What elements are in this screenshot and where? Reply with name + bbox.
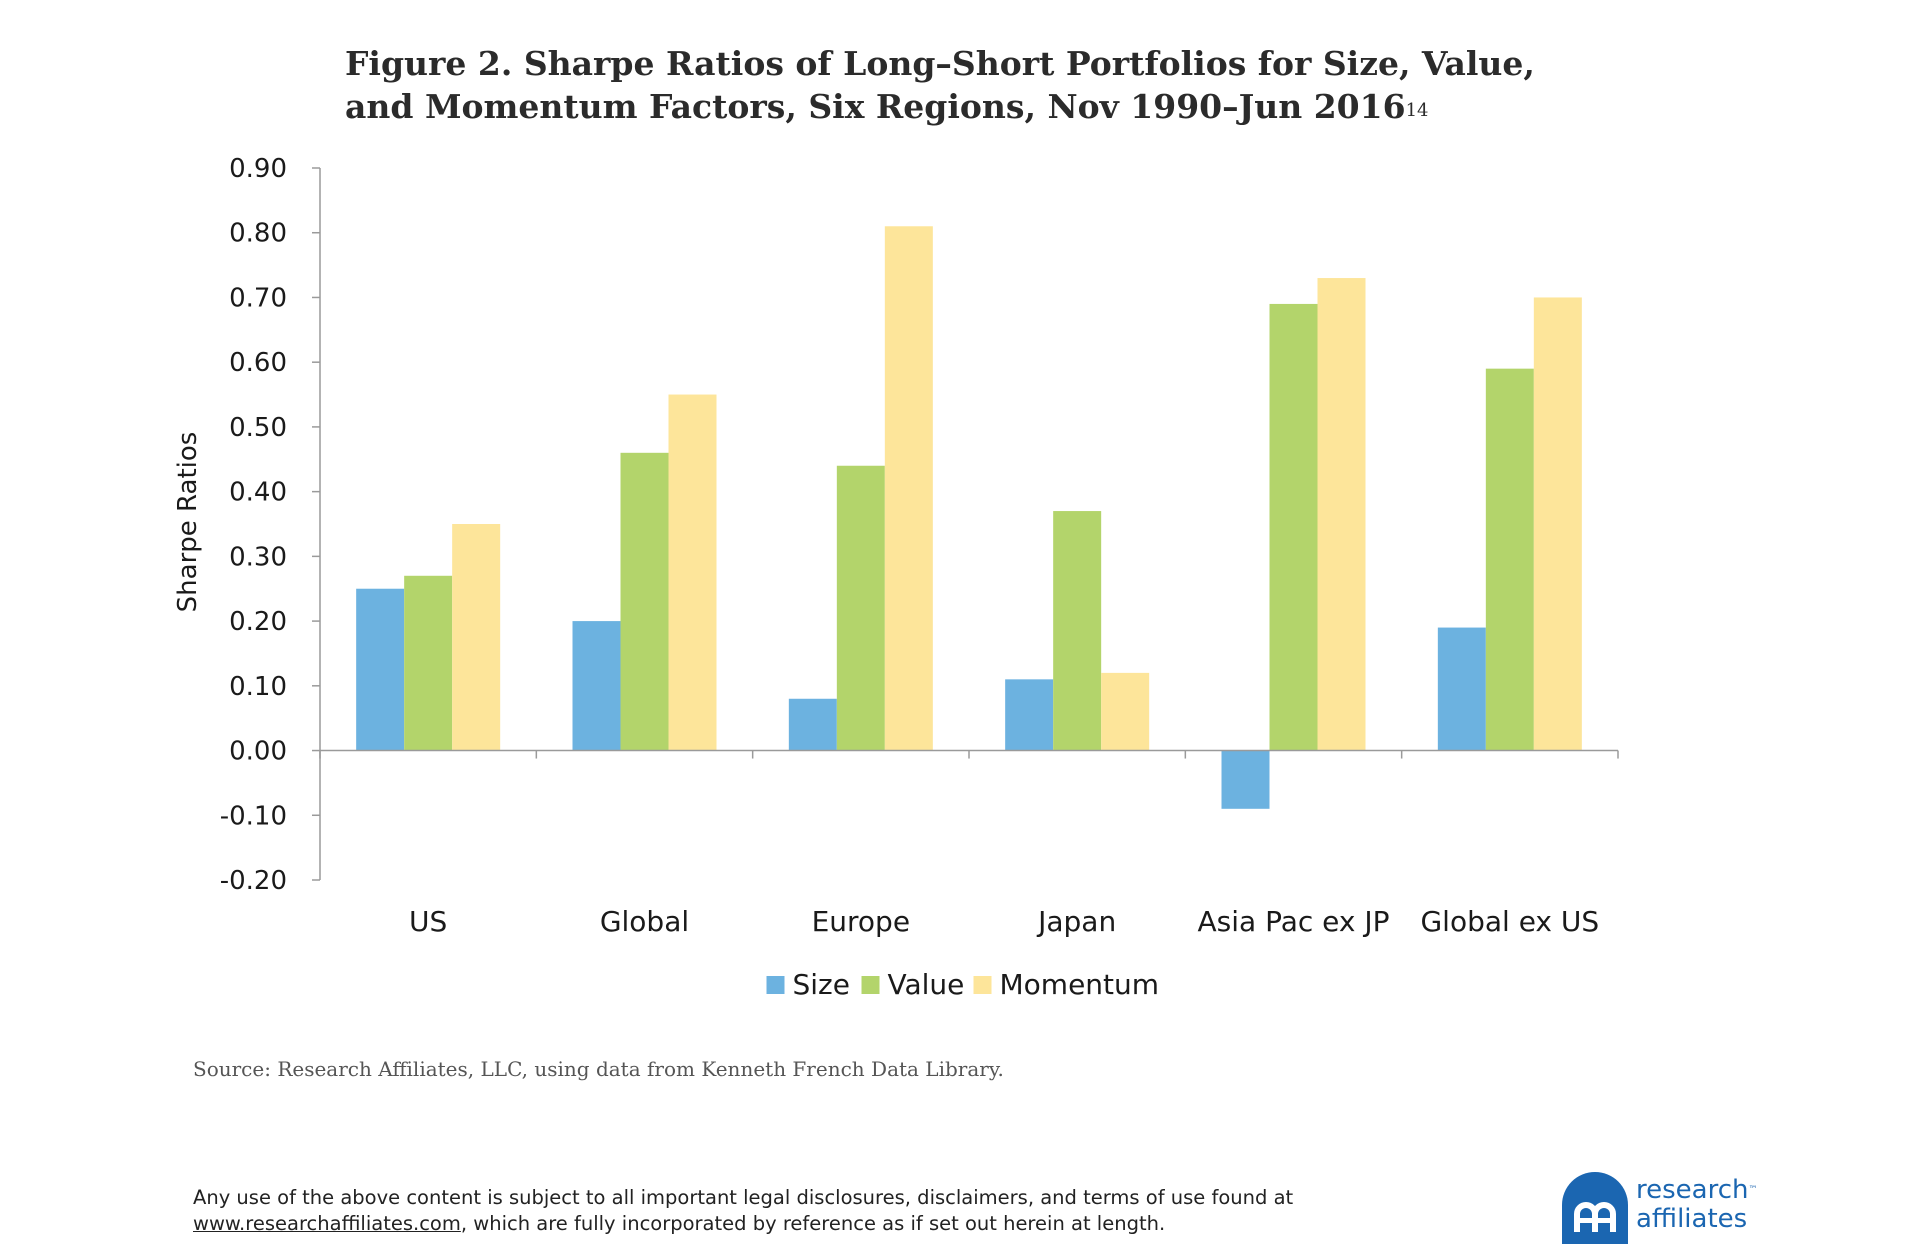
axes xyxy=(319,168,1619,880)
disclaimer-line-2: www.researchaffiliates.com, which are fu… xyxy=(193,1211,1293,1237)
x-tick-label: US xyxy=(409,905,447,938)
disclaimer-line-1: Any use of the above content is subject … xyxy=(193,1186,1294,1209)
logo-text: research™ affiliates xyxy=(1636,1176,1757,1234)
bar-value-asia-pac-ex-jp xyxy=(1269,303,1318,751)
bar-momentum-europe xyxy=(884,226,933,751)
bar-value-global-ex-us xyxy=(1485,368,1534,751)
y-tick-label: -0.20 xyxy=(220,866,287,896)
y-axis-ticks: 0.90 0.80 0.70 0.60 0.50 0.40 0.30 0.20 0.10 0.00… xyxy=(220,154,320,896)
bar-momentum-asia-pac-ex-jp xyxy=(1317,278,1366,751)
chart-title-line-2: and Momentum Factors, Six Regions, Nov 1… xyxy=(345,85,1645,128)
y-tick-label: 0.40 xyxy=(229,478,287,508)
y-tick-label: 0.00 xyxy=(229,737,287,767)
y-tick-label: 0.70 xyxy=(229,283,287,313)
legend: Size Value Momentum xyxy=(766,968,1160,1001)
bar-value-us xyxy=(404,575,453,751)
bar-group xyxy=(356,226,1582,809)
legend-swatch-value xyxy=(861,976,880,994)
x-tick-label: Asia Pac ex JP xyxy=(1197,905,1389,938)
legend-label-momentum: Momentum xyxy=(1000,968,1160,1001)
y-axis-label: Sharpe Ratios xyxy=(173,432,203,613)
bar-chart: 0.90 0.80 0.70 0.60 0.50 0.40 0.30 0.20 0.10 0.00… xyxy=(173,154,1619,1001)
y-tick-label: -0.10 xyxy=(220,801,287,831)
bar-value-global xyxy=(620,452,669,751)
legend-swatch-size xyxy=(766,976,785,994)
bar-size-global-ex-us xyxy=(1437,627,1486,751)
disclaimer-line-2-rest: , which are fully incorporated by refere… xyxy=(460,1212,1166,1235)
source-note: Source: Research Affiliates, LLC, using … xyxy=(193,1057,1004,1081)
y-tick-label: 0.20 xyxy=(229,607,287,637)
logo-trademark: ™ xyxy=(1748,1185,1758,1195)
bar-size-asia-pac-ex-jp xyxy=(1221,750,1270,809)
bar-value-japan xyxy=(1053,511,1102,751)
chart-title-line-1: Figure 2. Sharpe Ratios of Long–Short Po… xyxy=(345,44,1535,83)
y-tick-label: 0.60 xyxy=(229,348,287,378)
bar-momentum-global xyxy=(668,394,717,751)
bar-size-global xyxy=(572,621,621,751)
website-link[interactable]: www.researchaffiliates.com xyxy=(193,1212,461,1235)
logo-text-line-1: research xyxy=(1636,1175,1749,1205)
bar-value-europe xyxy=(836,465,885,751)
legend-swatch-momentum xyxy=(973,976,992,994)
logo-text-line-2: affiliates xyxy=(1636,1204,1748,1234)
bar-size-europe xyxy=(788,698,837,751)
chart-title-line-2-text: and Momentum Factors, Six Regions, Nov 1… xyxy=(345,87,1406,126)
legal-disclaimer: Any use of the above content is subject … xyxy=(193,1185,1293,1237)
bar-momentum-us xyxy=(452,524,501,751)
x-tick-label: Global xyxy=(600,905,689,938)
y-tick-label: 0.80 xyxy=(229,219,287,249)
legend-label-size: Size xyxy=(793,968,850,1001)
footnote-reference: 14 xyxy=(1405,100,1429,121)
legend-label-value: Value xyxy=(888,968,965,1001)
x-tick-label: Japan xyxy=(1036,905,1116,938)
y-tick-label: 0.30 xyxy=(229,542,287,572)
logo-glyph-icon xyxy=(1574,1202,1616,1232)
chart-title: Figure 2. Sharpe Ratios of Long–Short Po… xyxy=(345,42,1645,128)
bar-size-us xyxy=(356,588,405,751)
x-tick-label: Global ex US xyxy=(1420,905,1599,938)
x-axis-labels: US Global Europe Japan Asia Pac ex JP Global … xyxy=(409,905,1599,938)
y-tick-label: 0.50 xyxy=(229,413,287,443)
y-tick-label: 0.10 xyxy=(229,672,287,702)
bar-momentum-japan xyxy=(1101,672,1150,751)
y-tick-label: 0.90 xyxy=(229,154,287,184)
bar-size-japan xyxy=(1005,679,1054,751)
research-affiliates-logo: research™ affiliates xyxy=(1562,1172,1792,1244)
x-tick-label: Europe xyxy=(812,905,910,938)
logo-mark xyxy=(1562,1172,1628,1244)
bar-momentum-global-ex-us xyxy=(1533,297,1582,751)
